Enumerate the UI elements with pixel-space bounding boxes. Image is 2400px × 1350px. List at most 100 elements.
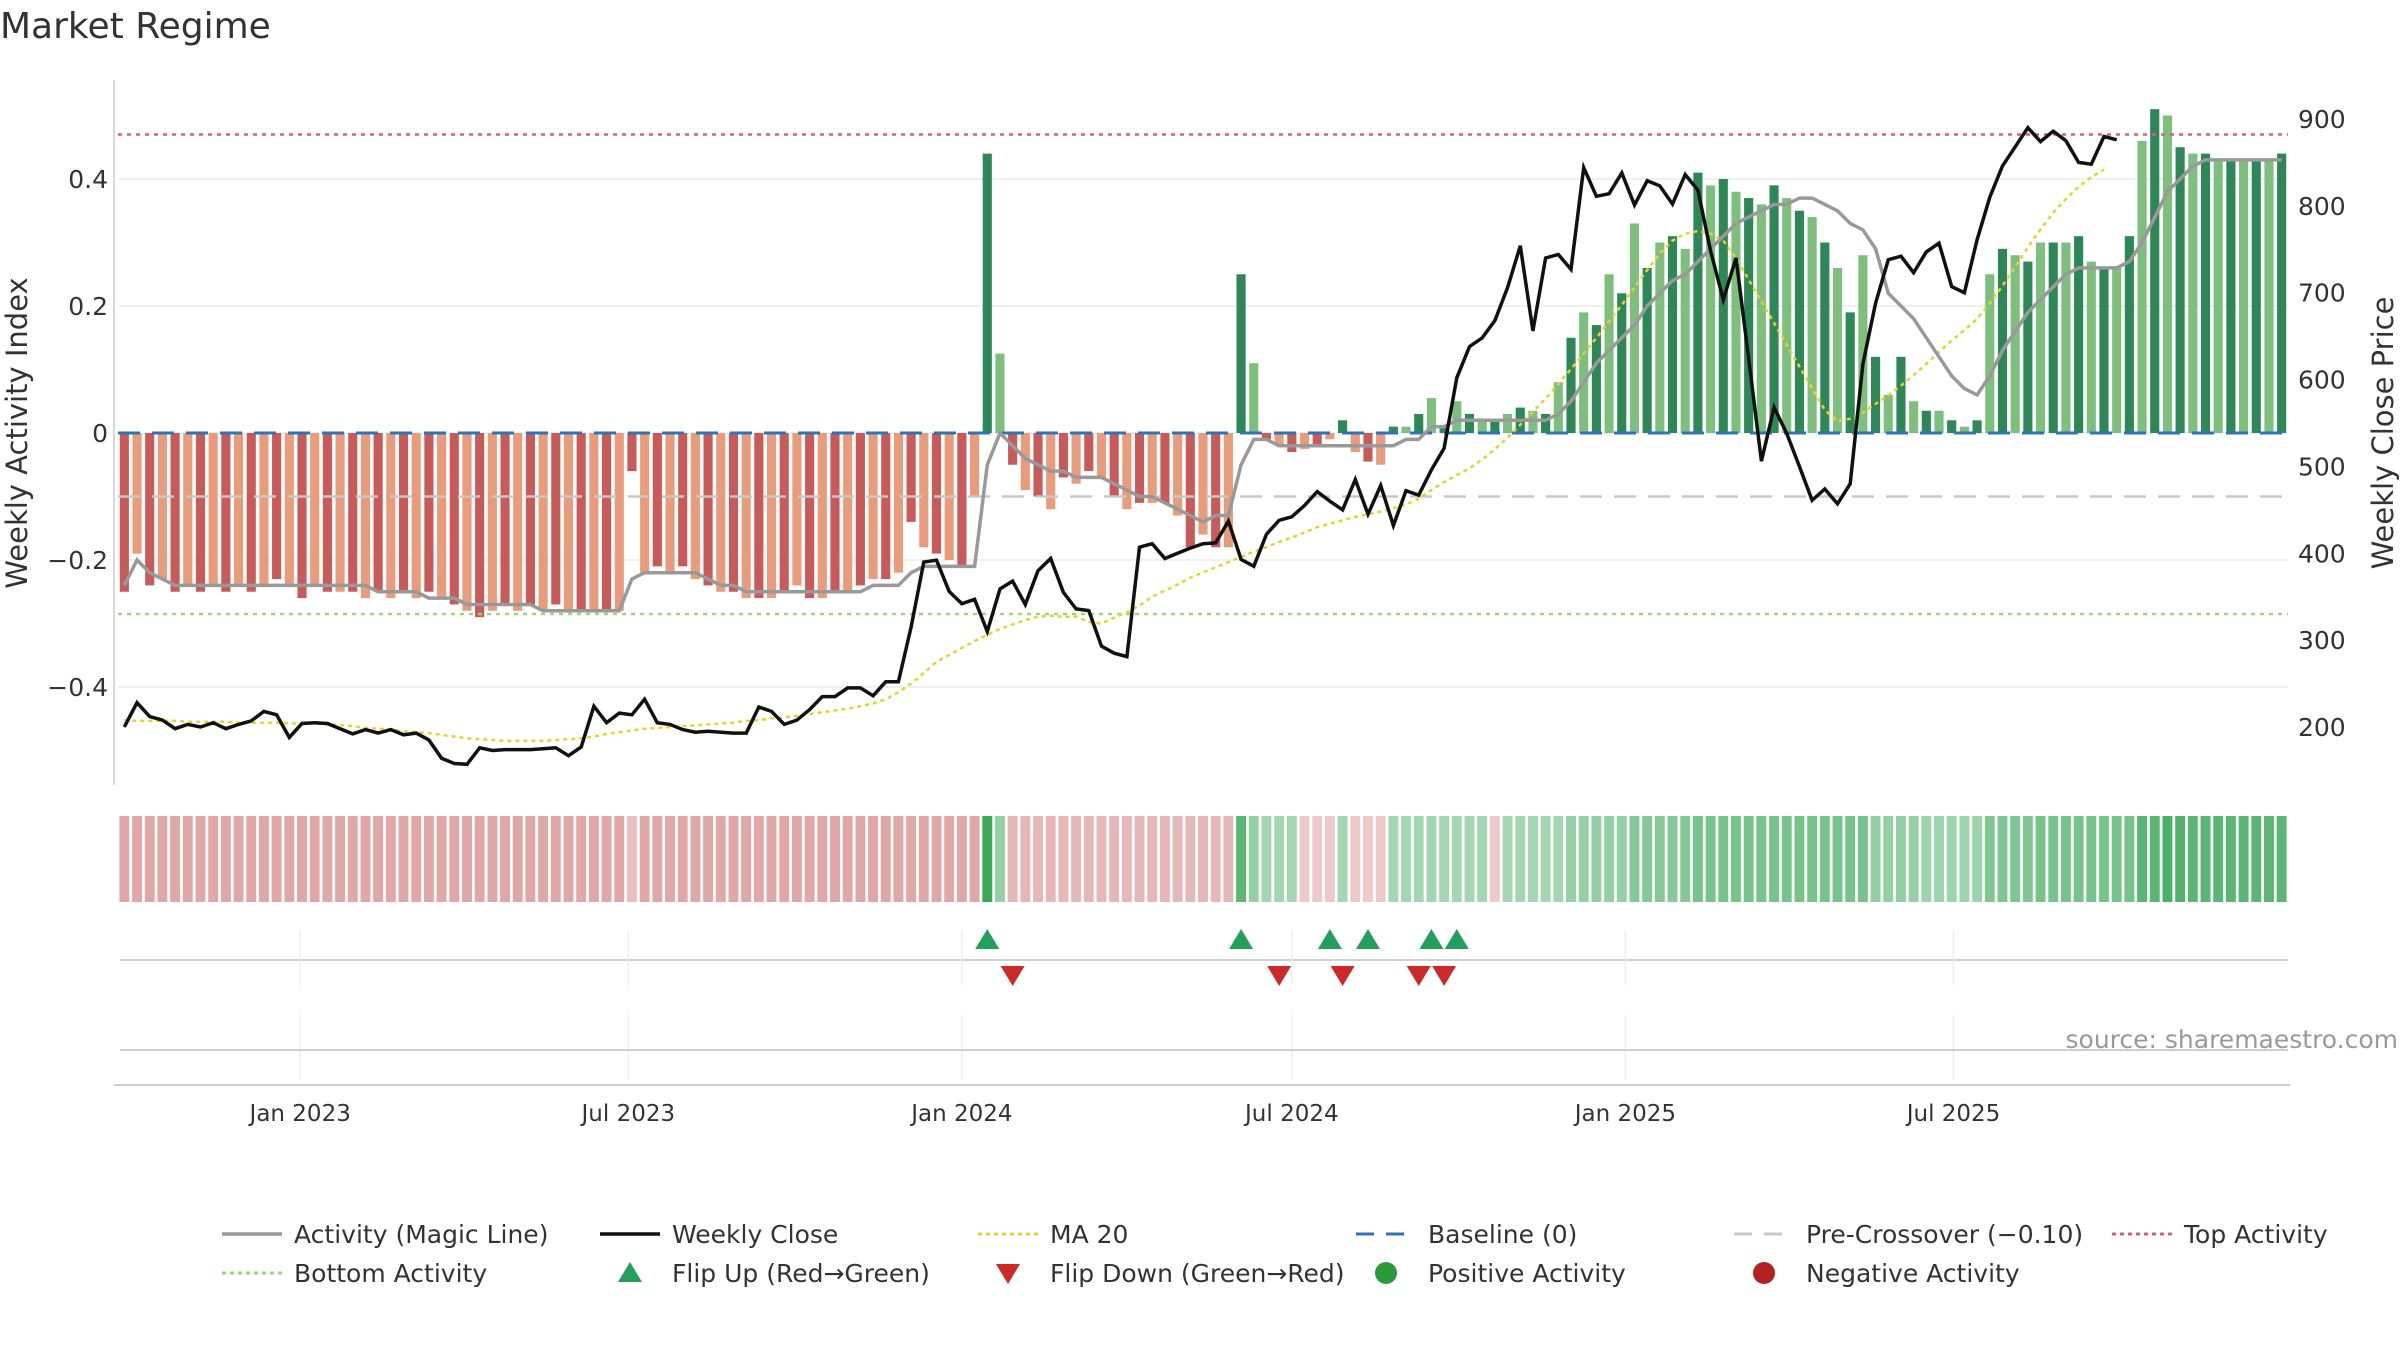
activity-bar — [868, 433, 878, 580]
legend-item: Flip Up (Red→Green) — [618, 1259, 930, 1288]
activity-bar — [1439, 426, 1449, 433]
right-tick-label: 900 — [2298, 105, 2346, 134]
activity-bar — [1553, 382, 1563, 433]
activity-bar — [195, 433, 206, 592]
activity-bar — [360, 433, 371, 599]
regime-strip-cell — [1908, 816, 1919, 902]
regime-strip-cell — [2073, 816, 2084, 902]
activity-bar — [1972, 420, 1982, 433]
regime-strip-cell — [1896, 816, 1906, 902]
regime-strip-cell — [791, 816, 802, 902]
activity-bar — [957, 433, 967, 567]
regime-strip-cell — [1515, 816, 1526, 902]
left-tick-label: −0.2 — [47, 546, 108, 575]
activity-bar — [1198, 433, 1208, 535]
regime-strip-cell — [423, 816, 434, 902]
activity-bar — [1426, 398, 1436, 433]
regime-strip-cell — [360, 816, 371, 902]
activity-bar — [2035, 242, 2046, 433]
regime-strip-cell — [195, 816, 206, 902]
regime-strip-cell — [1807, 816, 1818, 902]
activity-bar — [1312, 433, 1322, 446]
activity-bar — [931, 433, 942, 554]
regime-strip-cell — [944, 816, 955, 902]
activity-bar — [1084, 433, 1094, 472]
regime-strip-cell — [1972, 816, 1983, 902]
regime-strip-cell — [1083, 816, 1094, 902]
regime-strip-cell — [1832, 816, 1843, 902]
activity-bar — [970, 433, 980, 497]
activity-bar — [1020, 433, 1030, 491]
regime-strip-cell — [436, 816, 447, 902]
regime-strip-cell — [2251, 816, 2262, 902]
activity-bar — [843, 433, 853, 592]
activity-bar — [1591, 325, 1601, 433]
regime-strip-cell — [1401, 816, 1411, 902]
regime-strip-cell — [1223, 816, 1234, 902]
regime-strip-cell — [1159, 816, 1170, 902]
legend-swatch — [1753, 1262, 1775, 1284]
regime-strip-cell — [931, 816, 942, 902]
regime-strip-cell — [1997, 816, 2008, 902]
activity-bar — [386, 433, 396, 599]
regime-strip-cell — [779, 816, 790, 902]
activity-bar — [1693, 172, 1703, 433]
regime-strip-cell — [1566, 816, 1576, 902]
regime-strip-cell — [2238, 816, 2249, 902]
activity-bar — [272, 433, 282, 580]
activity-bar — [728, 433, 739, 592]
activity-bar — [805, 433, 815, 599]
regime-strip-cell — [309, 816, 320, 902]
activity-bar — [2086, 261, 2096, 433]
regime-strip-cell — [2086, 816, 2097, 902]
flip-down-marker — [1406, 966, 1431, 986]
activity-bar — [449, 433, 459, 605]
legend-item: Baseline (0) — [1356, 1220, 1577, 1249]
regime-strip-cell — [982, 816, 993, 902]
legend-item: MA 20 — [978, 1220, 1128, 1249]
regime-strip-cell — [1109, 816, 1120, 902]
regime-strip-cell — [817, 816, 828, 902]
activity-bar — [437, 433, 447, 599]
regime-strip-cell — [398, 816, 409, 902]
regime-strip-cell — [1731, 816, 1741, 902]
legend-label: Pre-Crossover (−0.10) — [1806, 1220, 2083, 1249]
regime-strip-cell — [246, 816, 257, 902]
activity-bar — [1096, 433, 1107, 478]
regime-strip-cell — [1210, 816, 1221, 902]
activity-bar — [1832, 267, 1843, 433]
regime-strip-cell — [1819, 816, 1830, 902]
activity-bar — [310, 433, 320, 586]
activity-bar — [1858, 255, 1868, 433]
legend-item: Activity (Magic Line) — [222, 1220, 548, 1249]
regime-strip-cell — [449, 816, 460, 902]
regime-strip-cell — [766, 816, 777, 902]
activity-bar — [2010, 255, 2020, 433]
legend-label: Weekly Close — [672, 1220, 838, 1249]
regime-strip-cell — [284, 816, 295, 902]
activity-bar — [2188, 153, 2198, 433]
activity-bar — [906, 433, 916, 522]
activity-bar — [2251, 159, 2261, 433]
activity-bar — [576, 433, 586, 611]
regime-strip-cell — [2137, 816, 2148, 902]
regime-strip-cell — [614, 816, 625, 902]
axes: −0.4 −0.2 0 0.2 0.4 200 300 400 500 600 700 800 900 W… — [0, 80, 2400, 785]
activity-bar — [424, 433, 434, 592]
legend-label: Flip Down (Green→Red) — [1050, 1259, 1345, 1288]
activity-bar — [665, 433, 675, 573]
activity-bar — [1452, 401, 1462, 433]
regime-strip-cell — [500, 816, 510, 902]
activity-bar — [246, 433, 256, 592]
regime-strip-cell — [652, 816, 663, 902]
regime-strip-cell — [2035, 816, 2046, 902]
activity-bar — [183, 433, 193, 586]
x-tick-label: Jul 2025 — [1905, 1101, 2001, 1127]
legend-item: Positive Activity — [1375, 1259, 1626, 1288]
legend-item: Flip Down (Green→Red) — [996, 1259, 1345, 1288]
regime-strip-cell — [144, 816, 155, 902]
activity-bar — [1249, 363, 1259, 433]
activity-bar — [1731, 191, 1741, 433]
regime-strip-cell — [1629, 816, 1640, 902]
regime-strip-cell — [741, 816, 752, 902]
